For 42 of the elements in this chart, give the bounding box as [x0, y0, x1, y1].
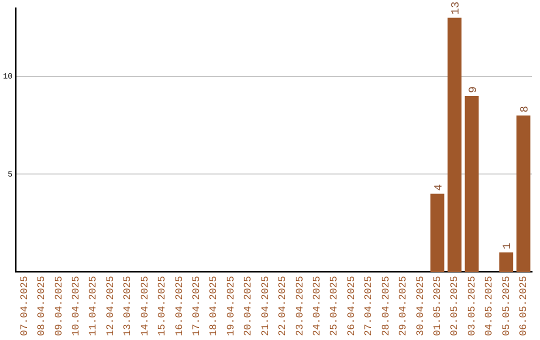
x-tick-label: 08.04.2025: [37, 276, 48, 336]
bar: [499, 252, 514, 272]
x-tick-label: 13.04.2025: [123, 276, 134, 336]
x-tick-label: 04.05.2025: [484, 276, 496, 336]
x-tick-label: 03.05.2025: [467, 276, 478, 336]
x-tick-label: 28.04.2025: [381, 276, 392, 336]
data-label: 4: [433, 184, 446, 191]
x-tick-label: 12.04.2025: [106, 276, 117, 336]
bar: [516, 116, 530, 272]
x-tick-label: 15.04.2025: [158, 276, 169, 336]
x-tick-label: 09.04.2025: [54, 276, 66, 336]
bar: [464, 96, 479, 272]
x-tick-label: 11.04.2025: [88, 276, 100, 336]
x-tick-label: 07.04.2025: [20, 276, 31, 336]
x-tick-label: 05.05.2025: [502, 276, 513, 336]
x-tick-label: 29.04.2025: [398, 276, 410, 336]
x-tick-label: 17.04.2025: [192, 276, 203, 336]
x-tick-label: 02.05.2025: [450, 276, 462, 336]
data-label: 9: [468, 86, 480, 93]
x-tick-label: 16.04.2025: [174, 276, 186, 336]
x-tick-label: 01.05.2025: [432, 276, 444, 336]
y-tick-label: 5: [8, 170, 13, 180]
x-tick-label: 22.04.2025: [278, 276, 290, 336]
x-tick-label: 25.04.2025: [330, 276, 341, 336]
x-tick-label: 23.04.2025: [295, 276, 306, 336]
bar: [430, 194, 444, 272]
x-tick-label: 21.04.2025: [260, 276, 272, 336]
x-tick-label: 18.04.2025: [209, 276, 220, 336]
x-tick-label: 10.04.2025: [71, 276, 82, 336]
data-label: 1: [502, 242, 514, 250]
x-tick-label: 19.04.2025: [226, 276, 238, 336]
x-tick-label: 20.04.2025: [244, 276, 255, 336]
data-label: 8: [519, 106, 532, 113]
x-tick-label: 27.04.2025: [364, 276, 376, 336]
x-tick-label: 24.04.2025: [312, 276, 324, 336]
x-tick-label: 26.04.2025: [346, 276, 358, 336]
data-label: 13: [450, 2, 463, 15]
x-tick-label: 30.04.2025: [416, 276, 427, 336]
bar: [448, 18, 462, 272]
y-tick-label: 10: [2, 72, 13, 82]
x-tick-label: 06.05.2025: [519, 276, 530, 336]
x-tick-label: 14.04.2025: [140, 276, 152, 336]
